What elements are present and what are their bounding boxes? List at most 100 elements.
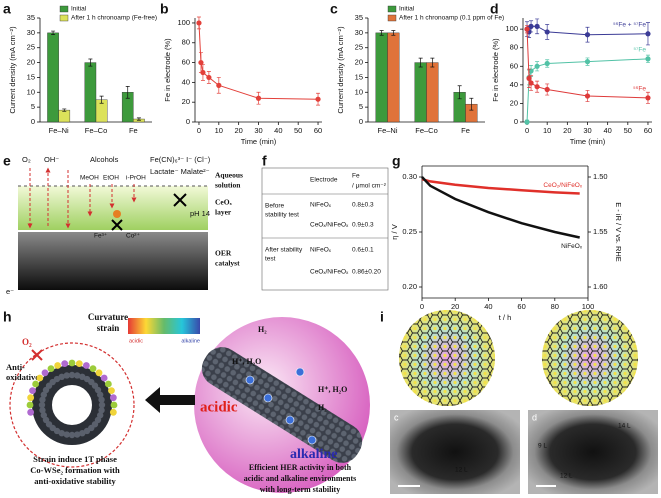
tube-atoms <box>26 359 317 445</box>
x-axis-label: t / h <box>499 313 512 322</box>
atom <box>89 365 97 373</box>
y-tick-label: 35 <box>355 13 363 22</box>
atom <box>95 369 103 377</box>
table-header: Fe <box>352 173 360 180</box>
block-mark <box>31 349 43 361</box>
table-cell: 0.86±0.20 <box>352 269 381 276</box>
species: H₂ <box>318 403 327 412</box>
point <box>645 95 651 101</box>
ceox-layer <box>18 186 208 230</box>
x-axis-label: Time (min) <box>241 137 277 146</box>
panel-label: c <box>330 1 338 17</box>
atom <box>104 380 112 388</box>
label: Curvature <box>88 312 128 322</box>
label: O₂ <box>22 337 32 347</box>
point <box>216 82 222 88</box>
block-mark <box>111 219 123 231</box>
x-tick-label: 40 <box>274 126 282 135</box>
block-mark <box>173 193 187 207</box>
x-tick-label: 80 <box>551 302 559 311</box>
series-label: NiFeOₓ <box>561 243 583 250</box>
layer-label: layer <box>215 208 232 217</box>
y-axis-label: Current density (mA cm⁻²) <box>8 26 17 114</box>
y-tick-label: 20 <box>27 58 35 67</box>
electron <box>245 375 255 385</box>
table-cell: After stability <box>265 247 303 254</box>
atom <box>27 394 35 402</box>
x-tick-label: 60 <box>644 126 652 135</box>
layer-label: catalyst <box>215 259 240 268</box>
legend-swatch <box>59 14 69 22</box>
x-tick-label: Fe–Co <box>415 126 438 135</box>
x-tick-label: 40 <box>484 302 492 311</box>
point <box>528 23 534 29</box>
x-tick-label: 0 <box>197 126 201 135</box>
image-label: c <box>394 412 399 422</box>
x-tick-label: 60 <box>517 302 525 311</box>
label: strain <box>97 323 120 333</box>
point <box>206 74 212 81</box>
y-tick-label: 30 <box>27 28 35 37</box>
species: O₂ <box>22 155 31 164</box>
atom <box>32 380 40 388</box>
y2-axis-label: E - iR / V vs. RHE <box>614 202 623 262</box>
panel-label: d <box>490 1 499 17</box>
bar <box>58 109 71 123</box>
error-bar <box>379 30 384 36</box>
atom <box>63 372 70 379</box>
species: Lactate⁻ Malate²⁻ <box>150 167 210 176</box>
point <box>645 56 651 62</box>
bar <box>414 62 427 123</box>
y-tick-label: 20 <box>355 58 363 67</box>
atom <box>40 412 48 419</box>
species: MeOH <box>80 175 99 182</box>
y-tick-label: 60 <box>510 61 518 70</box>
y-tick-label: 80 <box>182 38 190 47</box>
y-tick-label: 0 <box>514 117 518 126</box>
table-header: / μmol cm⁻² <box>352 183 387 190</box>
y-tick-label: 30 <box>355 28 363 37</box>
x-tick-label: 30 <box>583 126 591 135</box>
atom <box>29 387 36 395</box>
atom <box>26 401 34 409</box>
y-axis-label: η / V <box>390 224 399 239</box>
label: Anti- <box>6 362 25 372</box>
model-sphere <box>399 310 495 406</box>
electron <box>263 393 273 403</box>
y-axis-label: Fe in electrode (%) <box>491 38 500 102</box>
atom <box>74 372 81 379</box>
y-tick-label: 0.30 <box>402 172 417 181</box>
panel-label: i <box>380 309 384 325</box>
error-bar <box>62 108 67 112</box>
table-cell: CeOₓ/NiFeOₓ <box>310 269 349 276</box>
atom <box>75 360 83 368</box>
legend-label: Initial <box>71 6 87 13</box>
y-tick-label: 15 <box>355 72 363 81</box>
bar-label: alkaline <box>181 338 200 344</box>
legend-swatch <box>387 5 397 13</box>
table-header: Electrode <box>310 177 338 184</box>
caption: Co-WSe₂ formation with <box>30 465 120 475</box>
label: oxidative <box>6 372 39 382</box>
x-tick-label: Fe–Ni <box>377 126 397 135</box>
series-label: ⁵⁷Fe <box>633 47 646 54</box>
atom <box>108 387 115 395</box>
summary: acidic and alkaline environments <box>244 474 357 483</box>
x-tick-label: 20 <box>234 126 242 135</box>
atom <box>82 362 90 369</box>
point <box>255 95 262 101</box>
y-tick-label: 100 <box>505 24 518 33</box>
y-tick-label: 80 <box>510 43 518 52</box>
chart: 0 5 10 15 20 25 30 35 Current density (mA cm⁻²) F… <box>8 6 157 135</box>
catalyst-layer <box>18 232 208 290</box>
x-tick-label: Fe <box>129 126 138 135</box>
ion-label: Co²⁺ <box>126 233 140 240</box>
point <box>534 63 540 69</box>
layer-label: 14 L <box>618 423 631 430</box>
species: Alcohols <box>90 155 119 164</box>
y-axis-label: Fe in electrode (%) <box>163 38 172 102</box>
series-label: CeO₂/NiFeOₓ <box>543 182 582 189</box>
layer-label: Aqueous <box>215 171 243 180</box>
table-cell: Before <box>265 203 285 210</box>
atom <box>54 362 62 369</box>
